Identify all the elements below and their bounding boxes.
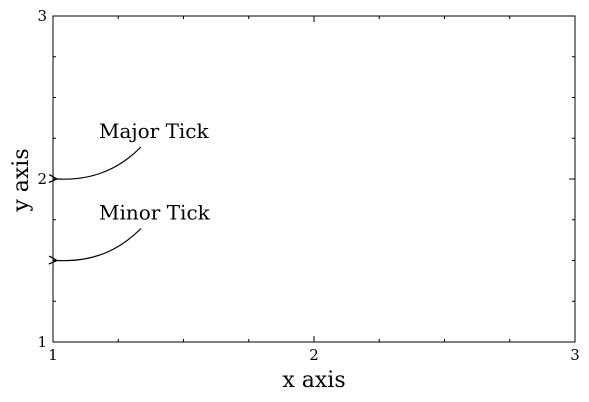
y-axis-label: y axis [9,148,34,212]
x-major-ticks: 1 2 3 [48,16,580,364]
y-tick-label: 2 [37,170,47,188]
annotations: Major Tick Minor Tick [57,119,211,261]
annotation-label: Major Tick [99,119,210,143]
x-minor-ticks [117,16,511,342]
x-tick-label: 1 [48,346,58,364]
x-axis-label: x axis [282,368,345,393]
y-tick-label: 1 [37,333,47,351]
annotation-label: Minor Tick [99,201,211,225]
x-tick-label: 3 [570,346,580,364]
plot-area [52,15,576,343]
annotation-arrow [57,228,142,261]
x-tick-label: 2 [309,346,319,364]
y-tick-label: 3 [37,7,47,25]
annotation-arrow [57,146,142,179]
y-minor-ticks [53,56,575,302]
